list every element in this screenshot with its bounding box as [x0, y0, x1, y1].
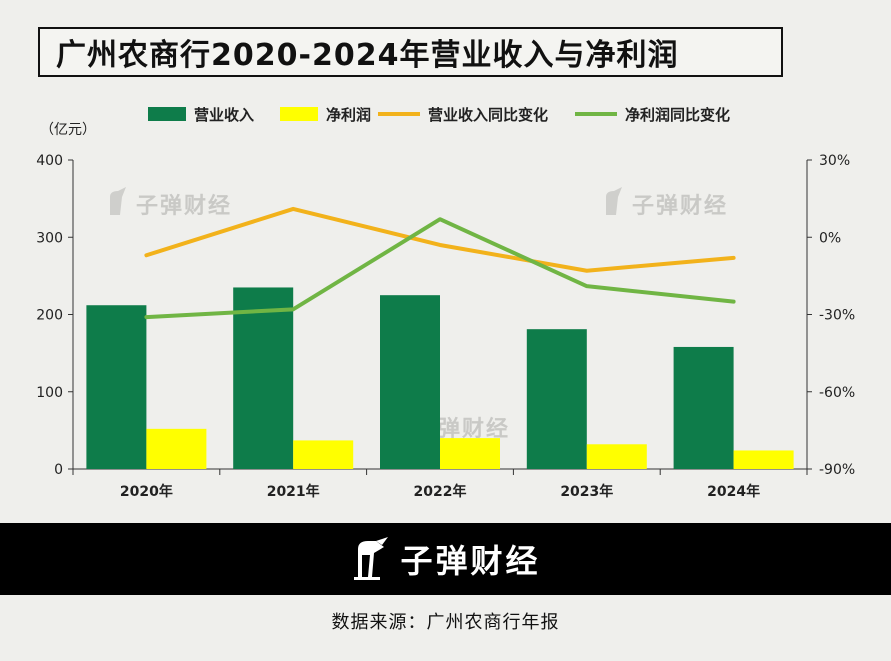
y-left-tick-label: 0 [54, 462, 63, 478]
bar-revenue [233, 287, 294, 469]
bar-revenue [673, 346, 734, 469]
line-net-profit-yoy [144, 217, 736, 320]
x-tick-label: 2023年 [560, 483, 613, 500]
y-right-tick-label: 30% [819, 153, 850, 169]
bar-revenue [86, 305, 147, 469]
legend-swatch [148, 107, 186, 121]
y-right-tick-label: -30% [819, 308, 855, 324]
chart-title-box: 广州农商行2020-2024年营业收入与净利润 [38, 27, 783, 77]
brand-name: 子弹财经 [400, 542, 541, 580]
watermark-text: 子弹财经 [632, 193, 728, 219]
x-tick-label: 2024年 [707, 483, 760, 500]
bar-net-profit [146, 428, 207, 469]
legend-label: 净利润 [326, 106, 371, 124]
y-right-tick-label: -60% [819, 385, 855, 401]
y-left-tick-label: 300 [36, 230, 63, 246]
chart-title: 广州农商行2020-2024年营业收入与净利润 [56, 38, 679, 73]
legend-label: 净利润同比变化 [625, 106, 730, 124]
legend-swatch [280, 107, 318, 121]
watermark-text: 子弹财经 [136, 193, 232, 219]
x-tick-label: 2022年 [414, 483, 467, 500]
bullet-logo-icon [354, 537, 389, 580]
watermark-logo-icon [110, 187, 126, 215]
x-tick-label: 2021年 [267, 483, 320, 500]
bar-net-profit [293, 440, 354, 469]
brand-block: 子弹财经 [350, 536, 540, 582]
y-left-tick-label: 400 [36, 153, 63, 169]
bar-net-profit [440, 438, 500, 469]
footer-band: 子弹财经 [0, 523, 891, 595]
legend-label: 营业收入 [194, 106, 254, 124]
y-left-tick-label: 100 [36, 385, 63, 401]
bar-net-profit [586, 444, 647, 469]
bar-revenue [526, 329, 587, 469]
bar-revenue [380, 295, 440, 469]
line-revenue-yoy [144, 206, 736, 273]
y-left-unit-label: （亿元） [40, 122, 96, 138]
y-right-tick-label: 0% [819, 230, 841, 246]
data-source: 数据来源：广州农商行年报 [331, 612, 560, 633]
y-left-tick-label: 200 [36, 308, 63, 324]
chart-svg: 子弹财经 子弹财经子弹财经0100200300400-90%-60%-30%0%3… [36, 106, 855, 500]
y-right-tick-label: -90% [819, 462, 855, 478]
x-tick-label: 2020年 [120, 483, 173, 500]
legend-label: 营业收入同比变化 [428, 106, 548, 124]
watermark-logo-icon [606, 187, 622, 215]
bar-net-profit [733, 450, 794, 469]
